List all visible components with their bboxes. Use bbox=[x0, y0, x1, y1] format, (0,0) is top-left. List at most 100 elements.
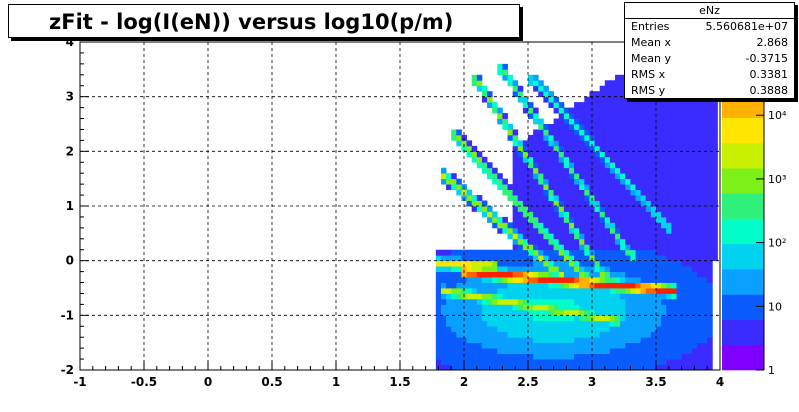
histogram-bin bbox=[476, 348, 483, 354]
histogram-bin bbox=[466, 288, 473, 294]
histogram-bin bbox=[650, 359, 657, 365]
histogram-bin bbox=[707, 277, 713, 283]
histogram-bin bbox=[522, 227, 529, 234]
histogram-bin bbox=[620, 129, 626, 136]
histogram-bin bbox=[661, 102, 667, 108]
histogram-bin bbox=[481, 298, 488, 305]
histogram-bin bbox=[661, 304, 667, 311]
histogram-bin bbox=[594, 206, 601, 212]
histogram-bin bbox=[528, 156, 534, 163]
histogram-bin bbox=[517, 206, 524, 212]
histogram-bin bbox=[528, 206, 534, 212]
histogram-bin bbox=[528, 162, 534, 169]
histogram-bin bbox=[594, 309, 601, 316]
histogram-bin bbox=[594, 359, 601, 365]
histogram-bin bbox=[487, 293, 493, 300]
histogram-bin bbox=[609, 255, 616, 262]
histogram-bin bbox=[538, 255, 544, 262]
histogram-bin bbox=[599, 102, 606, 108]
histogram-bin bbox=[594, 107, 601, 114]
histogram-bin bbox=[512, 162, 519, 169]
histogram-bin bbox=[691, 134, 698, 141]
histogram-bin bbox=[517, 288, 524, 294]
histogram-bin bbox=[568, 260, 575, 267]
histogram-bin bbox=[661, 233, 667, 240]
histogram-bin bbox=[522, 222, 529, 229]
histogram-bin bbox=[630, 96, 636, 103]
histogram-bin bbox=[471, 331, 478, 338]
histogram-bin bbox=[543, 151, 549, 158]
histogram-bin bbox=[707, 348, 713, 354]
histogram-bin bbox=[676, 227, 682, 234]
histogram-bin bbox=[512, 271, 519, 278]
histogram-bin bbox=[661, 309, 667, 316]
histogram-bin bbox=[558, 266, 565, 272]
histogram-bin bbox=[691, 96, 698, 103]
histogram-bin bbox=[702, 315, 708, 322]
histogram-bin bbox=[543, 277, 549, 283]
histogram-bin bbox=[691, 145, 698, 152]
histogram-bin bbox=[645, 107, 652, 114]
histogram-bin bbox=[497, 118, 503, 125]
histogram-bin bbox=[522, 167, 529, 174]
histogram-bin bbox=[456, 249, 462, 256]
histogram-bin bbox=[712, 244, 718, 251]
histogram-bin bbox=[481, 320, 488, 327]
histogram-bin bbox=[696, 320, 703, 327]
histogram-bin bbox=[584, 140, 590, 147]
histogram-bin bbox=[696, 238, 703, 245]
histogram-bin bbox=[507, 353, 514, 360]
histogram-bin bbox=[476, 249, 483, 256]
histogram-bin bbox=[671, 364, 677, 371]
histogram-bin bbox=[691, 353, 698, 360]
histogram-bin bbox=[481, 271, 488, 278]
histogram-bin bbox=[625, 293, 631, 300]
histogram-bin bbox=[563, 233, 570, 240]
histogram-bin bbox=[707, 260, 713, 267]
histogram-bin bbox=[702, 195, 708, 201]
histogram-bin bbox=[661, 162, 667, 169]
histogram-bin bbox=[584, 260, 590, 267]
histogram-bin bbox=[471, 195, 478, 201]
histogram-bin bbox=[681, 288, 688, 294]
histogram-bin bbox=[686, 249, 693, 256]
histogram-bin bbox=[553, 206, 560, 212]
histogram-bin bbox=[712, 156, 718, 163]
histogram-bin bbox=[630, 326, 636, 333]
histogram-bin bbox=[666, 331, 672, 338]
histogram-bin bbox=[548, 195, 554, 201]
histogram-bin bbox=[558, 227, 565, 234]
histogram-bin bbox=[476, 162, 483, 169]
histogram-bin bbox=[476, 85, 483, 92]
histogram-bin bbox=[702, 107, 708, 114]
histogram-bin bbox=[615, 129, 621, 136]
histogram-bin bbox=[702, 244, 708, 251]
histogram-bin bbox=[584, 266, 590, 272]
histogram-bin bbox=[620, 124, 626, 130]
histogram-bin bbox=[604, 162, 611, 169]
histogram-bin bbox=[487, 331, 493, 338]
histogram-bin bbox=[656, 364, 662, 371]
x-tick-label: 4 bbox=[716, 375, 724, 389]
histogram-bin bbox=[440, 320, 447, 327]
histogram-bin bbox=[517, 342, 524, 349]
histogram-bin bbox=[666, 282, 672, 289]
histogram-bin bbox=[671, 342, 677, 349]
histogram-bin bbox=[671, 129, 677, 136]
histogram-bin bbox=[594, 298, 601, 305]
histogram-bin bbox=[696, 167, 703, 174]
histogram-bin bbox=[533, 151, 539, 158]
histogram-bin bbox=[676, 320, 682, 327]
histogram-bin bbox=[661, 244, 667, 251]
histogram-bin bbox=[507, 288, 514, 294]
histogram-bin bbox=[666, 348, 672, 354]
histogram-bin bbox=[604, 206, 611, 212]
histogram-bin bbox=[522, 282, 529, 289]
histogram-bin bbox=[553, 260, 560, 267]
histogram-bin bbox=[661, 222, 667, 229]
histogram-bin bbox=[681, 233, 688, 240]
histogram-bin bbox=[517, 96, 524, 103]
histogram-bin bbox=[543, 216, 549, 223]
histogram-bin bbox=[620, 91, 626, 98]
histogram-bin bbox=[661, 206, 667, 212]
